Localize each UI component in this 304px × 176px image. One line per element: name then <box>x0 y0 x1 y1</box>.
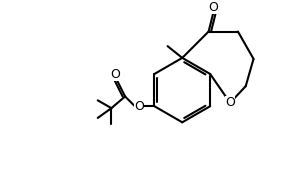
Text: O: O <box>225 96 235 109</box>
Text: O: O <box>110 68 120 81</box>
Text: O: O <box>134 100 144 113</box>
Text: O: O <box>209 1 219 14</box>
